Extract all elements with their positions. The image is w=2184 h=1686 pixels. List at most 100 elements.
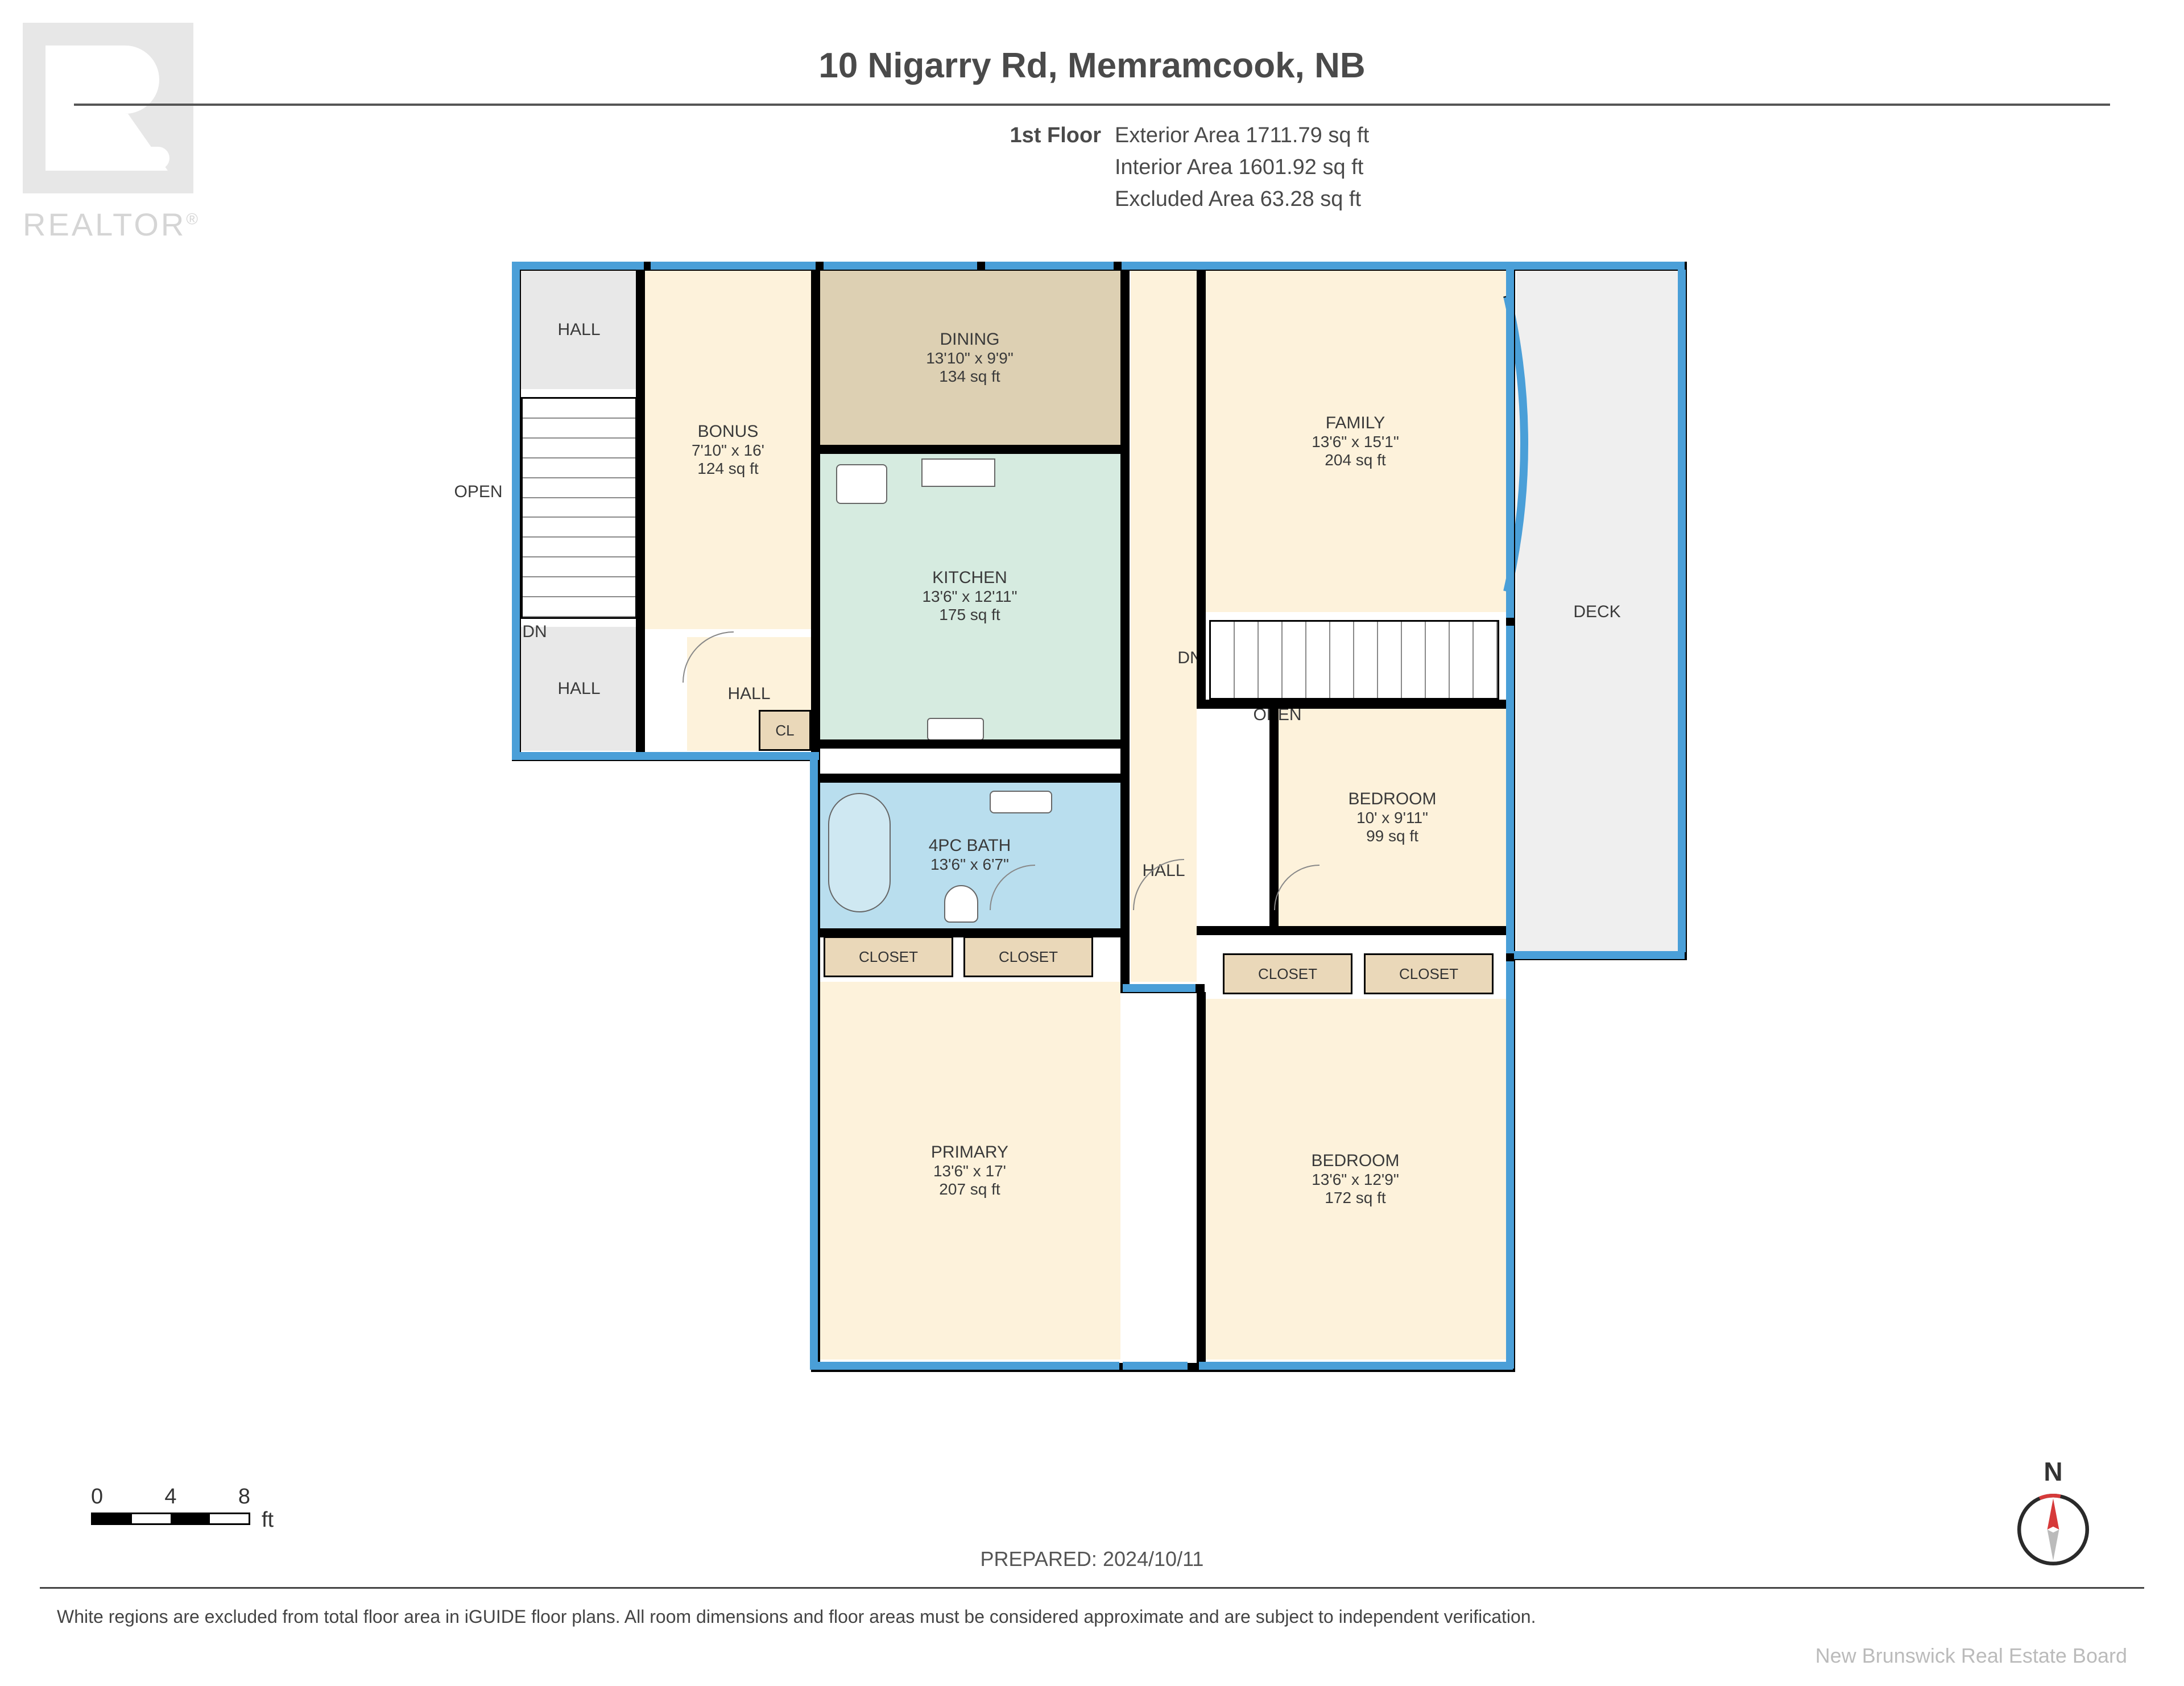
exterior-area-value: 1711.79 sq ft [1246, 123, 1369, 147]
scale-tick-0: 0 [91, 1485, 103, 1509]
excluded-area-value: 63.28 sq ft [1260, 187, 1361, 211]
wall-segment [636, 262, 645, 760]
wall-segment [1197, 992, 1206, 1372]
scale-bar: 0 4 8 ft [91, 1485, 318, 1532]
wall-segment [811, 739, 1127, 749]
excluded-area-label: Excluded Area [1115, 187, 1254, 211]
window-segment [1506, 626, 1514, 953]
room-family: FAMILY13'6" x 15'1"204 sq ft [1205, 271, 1506, 612]
window-segment [810, 1362, 1119, 1370]
closet-c4: CLOSET [1364, 953, 1494, 994]
window-segment [512, 262, 644, 270]
window-segment [1123, 1362, 1131, 1370]
footer-brand: New Brunswick Real Estate Board [1815, 1644, 2127, 1668]
prepared-date: 2024/10/11 [1103, 1547, 1204, 1571]
stairs-left-open: OPEN [447, 482, 510, 502]
scale-unit: ft [262, 1508, 318, 1532]
room-name-bedroom2: BEDROOM [1311, 1151, 1399, 1171]
room-area-bedroom2: 172 sq ft [1325, 1189, 1385, 1207]
closet-c1: CLOSET [824, 936, 953, 977]
room-dims-dining: 13'10" x 9'9" [926, 349, 1014, 367]
compass-north-label: N [2013, 1456, 2093, 1487]
room-dims-bedroom2: 13'6" x 12'9" [1312, 1171, 1399, 1189]
interior-area-value: 1601.92 sq ft [1239, 155, 1364, 179]
window-segment [1123, 984, 1196, 992]
room-dining: DINING13'10" x 9'9"134 sq ft [819, 271, 1120, 445]
vanity [990, 791, 1052, 813]
room-hall_tl: HALL [521, 271, 637, 389]
floor-label: 1st Floor [933, 119, 1115, 151]
room-dims-bedroom1: 10' x 9'11" [1356, 809, 1428, 827]
kitchen-counter [921, 458, 995, 487]
room-bonus: BONUS7'10" x 16'124 sq ft [645, 271, 811, 629]
window-segment [1122, 262, 1514, 270]
scale-tick-2: 8 [238, 1485, 250, 1509]
room-primary: PRIMARY13'6" x 17'207 sq ft [819, 982, 1120, 1359]
closet-cl: CL [759, 710, 811, 751]
wall-segment [811, 262, 820, 760]
room-name-family: FAMILY [1326, 414, 1385, 433]
room-name-dining: DINING [940, 330, 1000, 349]
window-segment [1131, 1362, 1188, 1370]
bathtub [828, 793, 891, 912]
wall-segment [1197, 262, 1206, 705]
room-hall_bl: HALL [521, 627, 637, 751]
room-area-primary: 207 sq ft [939, 1180, 1000, 1199]
stairs-left [521, 397, 637, 619]
room-dims-kitchen: 13'6" x 12'11" [922, 588, 1017, 606]
room-area-bedroom1: 99 sq ft [1366, 827, 1418, 845]
window-segment [651, 262, 816, 270]
floor-plan: DINING13'10" x 9'9"134 sq ftFAMILY13'6" … [512, 262, 1843, 1422]
room-dims-primary: 13'6" x 17' [933, 1162, 1006, 1180]
room-name-bonus: BONUS [698, 422, 759, 441]
room-dims-bonus: 7'10" x 16' [692, 441, 764, 460]
room-name-hall_mid: HALL [727, 684, 770, 704]
room-name-kitchen: KITCHEN [932, 568, 1007, 588]
stairs-right [1209, 620, 1499, 700]
wall-segment [1197, 926, 1513, 935]
window-segment [1199, 1362, 1513, 1370]
window-segment [824, 262, 977, 270]
room-dims-bath: 13'6" x 6'7" [930, 856, 1009, 874]
room-name-hall_bl: HALL [557, 679, 600, 699]
wall-segment [811, 928, 1127, 937]
realtor-text: REALTOR® [23, 206, 267, 243]
wall-segment [811, 445, 1127, 454]
room-area-dining: 134 sq ft [939, 367, 1000, 386]
window-segment [985, 262, 1114, 270]
wall-segment [1120, 262, 1130, 990]
title-underline [74, 104, 2110, 106]
room-name-bath: 4PC BATH [929, 836, 1011, 856]
window-segment [512, 270, 520, 753]
room-name-bedroom1: BEDROOM [1348, 790, 1436, 809]
exterior-area-label: Exterior Area [1115, 123, 1240, 147]
stairs-left-dn: DN [518, 622, 552, 642]
footer-divider [40, 1587, 2144, 1589]
window-segment [1514, 951, 1685, 959]
closet-c3: CLOSET [1223, 953, 1352, 994]
page-title: 10 Nigarry Rd, Memramcook, NB [0, 46, 2184, 86]
window-segment [1506, 270, 1514, 618]
window-segment [1514, 262, 1685, 270]
kitchen-sink [836, 464, 887, 504]
range [927, 718, 984, 741]
prepared-label: PREPARED: [981, 1547, 1097, 1571]
wall-segment [811, 774, 1127, 783]
room-name-primary: PRIMARY [931, 1143, 1008, 1162]
room-bedroom2: BEDROOM13'6" x 12'9"172 sq ft [1205, 999, 1506, 1359]
room-area-bonus: 124 sq ft [697, 460, 758, 478]
disclaimer-text: White regions are excluded from total fl… [57, 1606, 2127, 1627]
scale-bar-graphic [91, 1513, 250, 1525]
room-area-family: 204 sq ft [1325, 451, 1385, 469]
area-summary: 1st FloorExterior Area 1711.79 sq ft Int… [933, 119, 1558, 215]
prepared-line: PREPARED: 2024/10/11 [0, 1547, 2184, 1571]
toilet [944, 885, 978, 923]
scale-tick-1: 4 [164, 1485, 176, 1509]
window-segment [810, 760, 818, 1363]
room-area-kitchen: 175 sq ft [939, 606, 1000, 624]
room-dims-family: 13'6" x 15'1" [1312, 433, 1399, 451]
window-segment [512, 752, 819, 760]
wall-segment [1197, 700, 1513, 709]
room-name-hall_tl: HALL [557, 320, 600, 340]
window-segment [1506, 961, 1514, 1369]
